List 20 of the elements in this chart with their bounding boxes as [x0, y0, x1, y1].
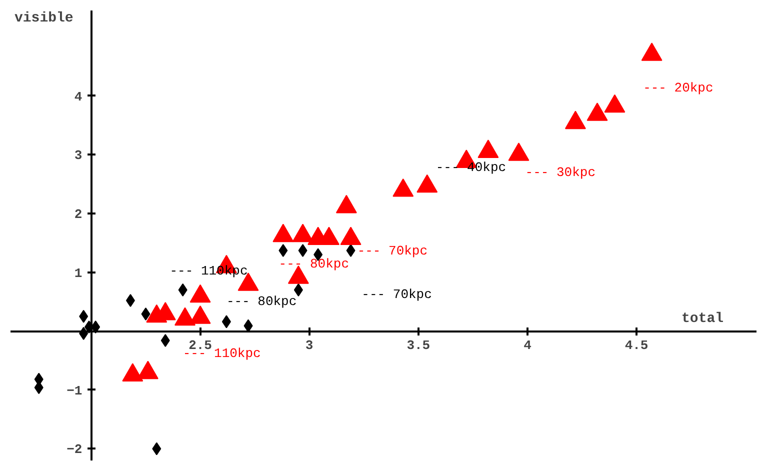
y-axis-title: visible: [14, 10, 74, 26]
y-tick-label: 4: [74, 89, 82, 104]
annotation: --- 80kpc: [226, 294, 297, 310]
x-tick-label: 4.5: [624, 338, 648, 354]
annotation: --- 40kpc: [436, 160, 506, 176]
annotation: --- 80kpc: [278, 256, 350, 272]
y-tick-label: −1: [66, 383, 82, 398]
annotation: --- 110kpc: [170, 264, 248, 279]
annotation: --- 20kpc: [643, 80, 714, 96]
x-axis-title: total: [682, 311, 724, 328]
annotation: --- 30kpc: [525, 164, 596, 180]
y-tick-label: 3: [74, 148, 82, 164]
annotation: --- 70kpc: [357, 244, 428, 259]
x-tick-label: 3: [305, 338, 314, 354]
y-tick-label: −2: [66, 442, 82, 458]
y-tick-label: 1: [74, 266, 82, 281]
annotation: --- 70kpc: [362, 287, 432, 302]
x-tick-label: 3.5: [406, 338, 430, 354]
y-tick-label: 2: [74, 206, 82, 222]
x-tick-label: 4: [524, 338, 532, 354]
